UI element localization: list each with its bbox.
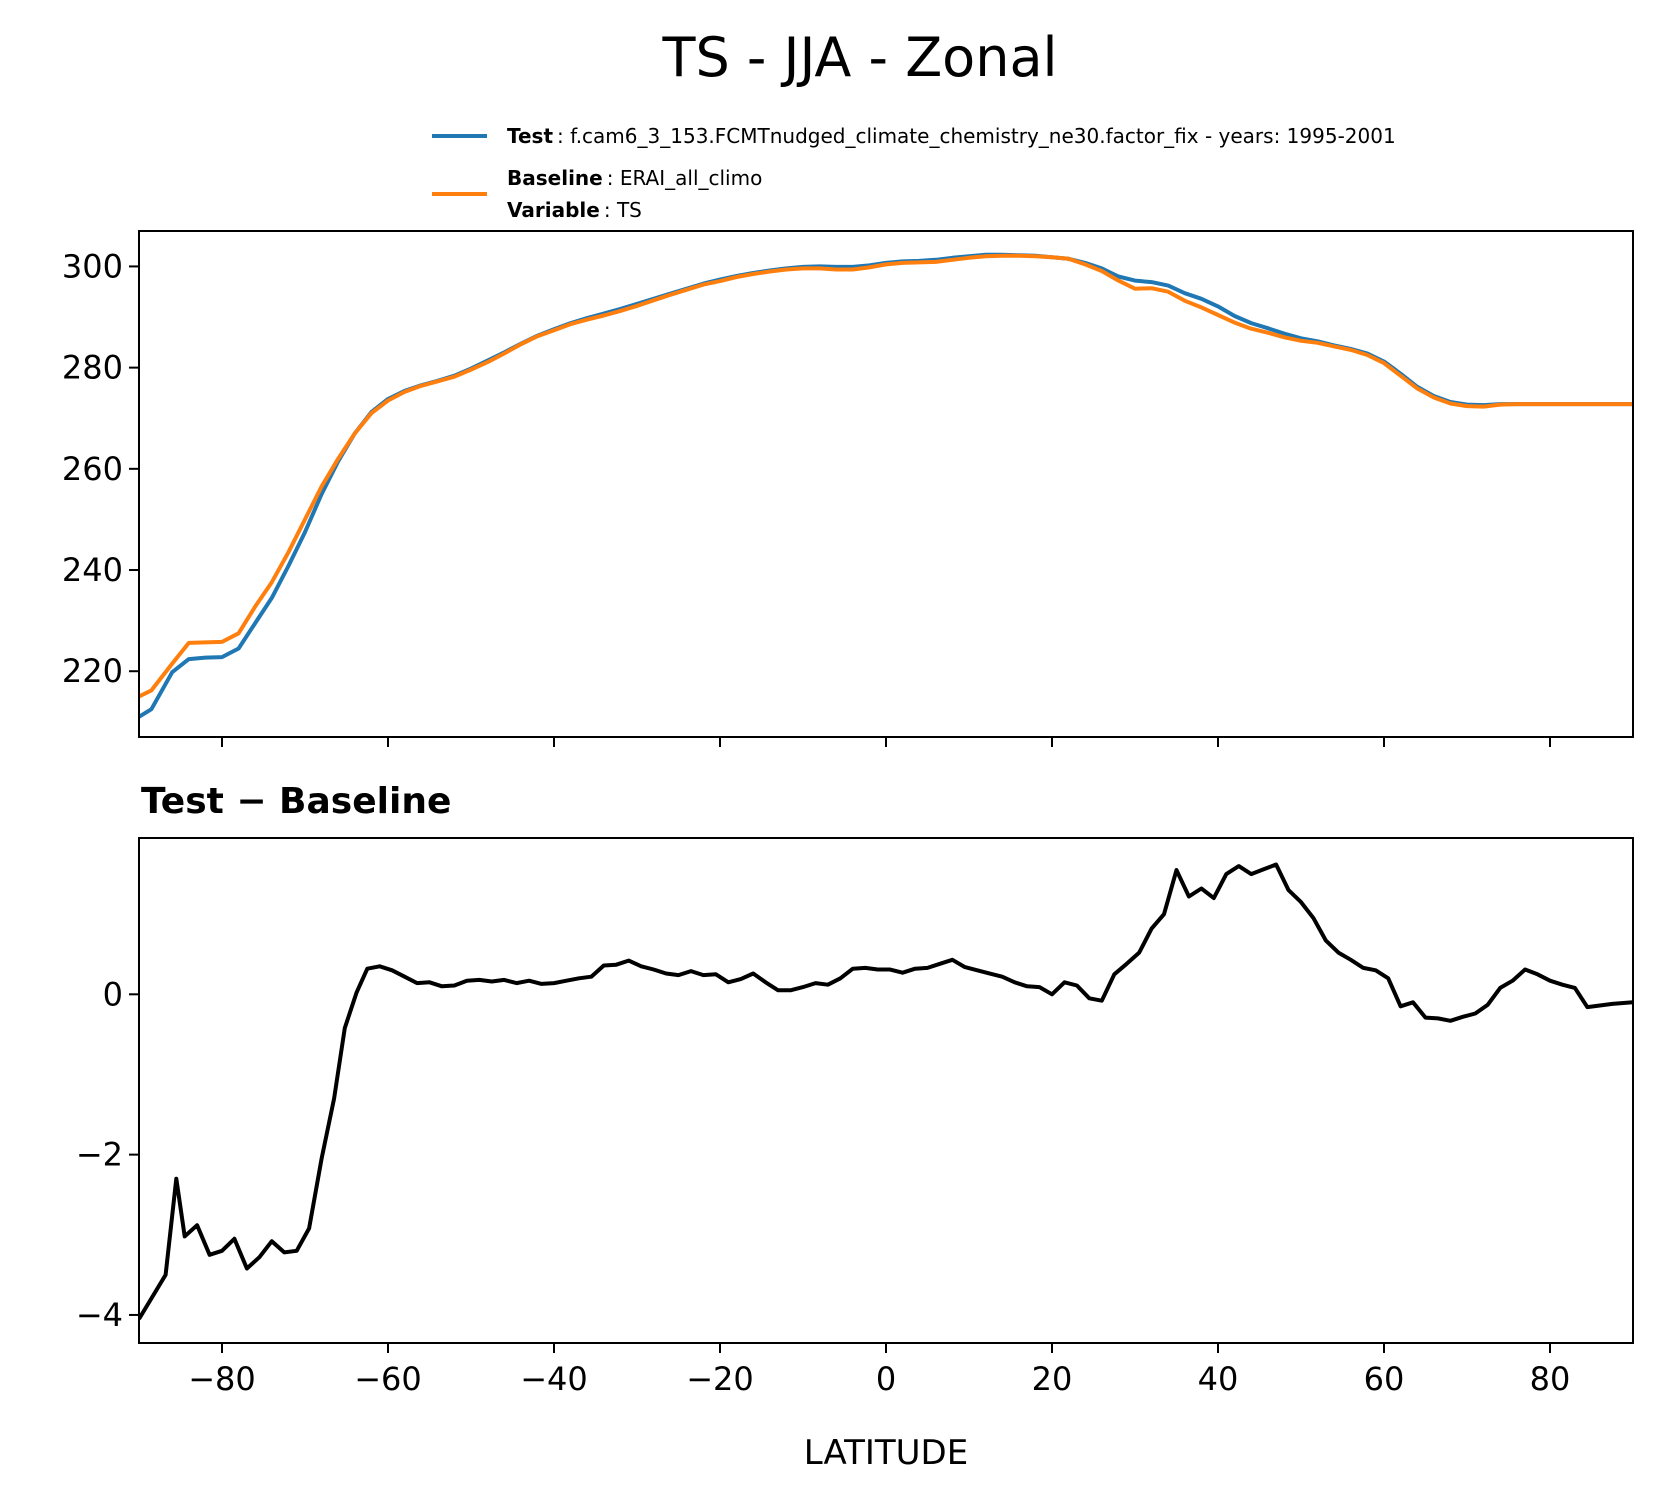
legend-text-baseline: : ERAI_all_climo bbox=[607, 166, 763, 190]
y-tick-label: 260 bbox=[62, 450, 123, 488]
series-line-test-baseline bbox=[139, 862, 1633, 1321]
x-tick-label: 40 bbox=[1198, 1360, 1239, 1398]
x-tick-label: −60 bbox=[354, 1360, 422, 1398]
y-tick-label: 300 bbox=[62, 247, 123, 285]
top-y-axis: 220 240 260 280 300 bbox=[62, 247, 139, 690]
bottom-axes-frame bbox=[138, 837, 1634, 1344]
legend-key-variable: Variable bbox=[507, 198, 600, 222]
legend-key-test: Test bbox=[507, 124, 553, 148]
legend-text-test: : f.cam6_3_153.FCMTnudged_climate_chemis… bbox=[557, 124, 1396, 148]
bottom-x-axis: −80 −60 −40 −20 0 20 40 60 80 bbox=[188, 1343, 1570, 1398]
top-plot-area bbox=[139, 252, 1633, 719]
y-tick-label: 220 bbox=[62, 652, 123, 690]
bottom-plot-area bbox=[139, 862, 1633, 1321]
x-tick-label: −20 bbox=[686, 1360, 754, 1398]
x-tick-label: −80 bbox=[188, 1360, 256, 1398]
y-tick-label: 280 bbox=[62, 349, 123, 387]
legend-key-baseline: Baseline bbox=[507, 166, 603, 190]
x-tick-label: 60 bbox=[1364, 1360, 1405, 1398]
bottom-panel-title: Test − Baseline bbox=[141, 781, 451, 822]
x-tick-label: 20 bbox=[1032, 1360, 1073, 1398]
top-axes-frame bbox=[138, 230, 1634, 738]
series-line-test bbox=[139, 252, 1633, 719]
y-tick-label: 240 bbox=[62, 551, 123, 589]
legend-entry-variable: Variable: TS bbox=[507, 198, 642, 222]
top-axes: 220 240 260 280 300 bbox=[62, 230, 1634, 747]
x-axis-label: LATITUDE bbox=[804, 1433, 968, 1473]
bottom-axes: −4−20 −80 −60 −40 −20 0 20 40 60 80 bbox=[76, 837, 1634, 1398]
figure-title: TS - JJA - Zonal bbox=[661, 26, 1057, 89]
y-tick-label: −4 bbox=[76, 1296, 123, 1334]
x-tick-label: −40 bbox=[520, 1360, 588, 1398]
legend-text-variable: : TS bbox=[604, 198, 642, 222]
legend-entry-test: Test: f.cam6_3_153.FCMTnudged_climate_ch… bbox=[507, 124, 1396, 148]
legend-entry-baseline: Baseline: ERAI_all_climo bbox=[507, 166, 762, 190]
legend: Test: f.cam6_3_153.FCMTnudged_climate_ch… bbox=[432, 124, 1396, 222]
x-tick-label: 80 bbox=[1530, 1360, 1571, 1398]
series-line-baseline bbox=[139, 253, 1633, 699]
y-tick-label: −2 bbox=[76, 1136, 123, 1174]
x-tick-label: 0 bbox=[876, 1360, 896, 1398]
y-tick-label: 0 bbox=[103, 975, 123, 1013]
bottom-y-axis: −4 −2 0 bbox=[76, 975, 139, 1334]
top-x-axis bbox=[221, 737, 1551, 747]
